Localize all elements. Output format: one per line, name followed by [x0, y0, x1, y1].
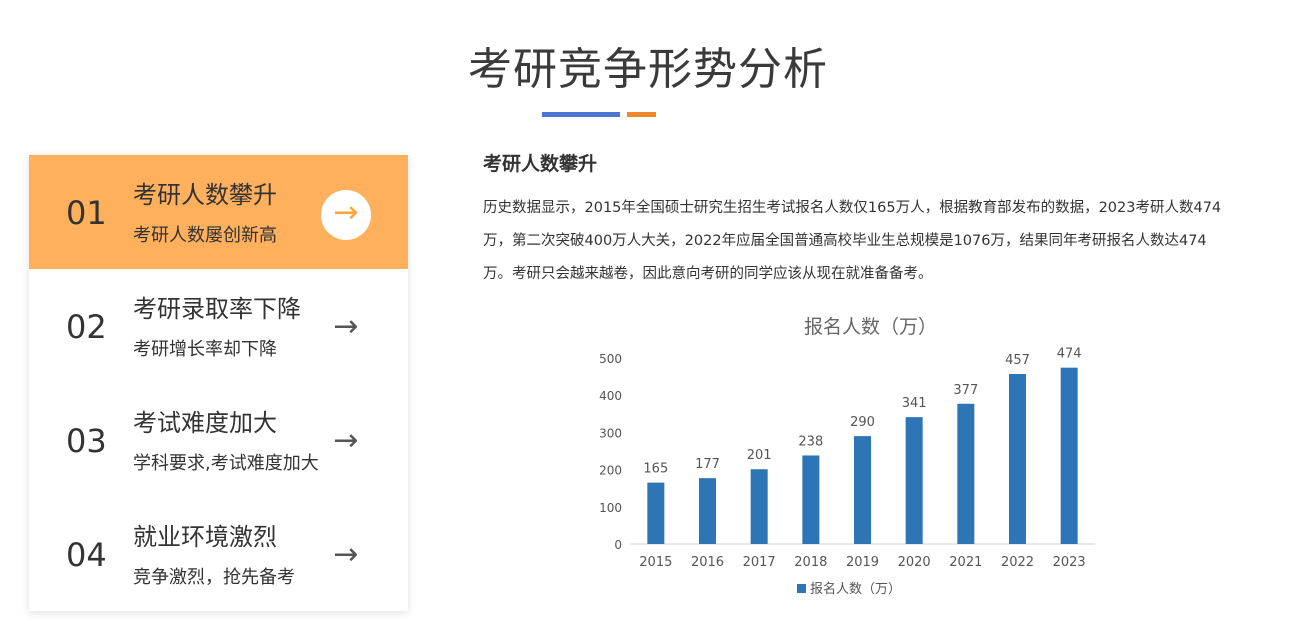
- y-tick-label: 0: [614, 538, 622, 552]
- title-underline-blue: [542, 112, 620, 117]
- menu-item-subtitle: 竞争激烈，抢先备考: [133, 567, 295, 588]
- menu-item-title: 考研录取率下降: [133, 295, 301, 323]
- x-tick-label: 2017: [743, 555, 776, 570]
- data-label: 457: [1005, 353, 1030, 368]
- data-label: 201: [747, 448, 772, 463]
- data-label: 377: [953, 383, 978, 398]
- bar: [905, 417, 923, 544]
- content-title: 考研人数攀升: [483, 153, 598, 175]
- x-tick-label: 2016: [691, 555, 724, 570]
- menu-item-01[interactable]: 01 考研人数攀升 考研人数屡创新高 →: [29, 155, 408, 269]
- data-label: 474: [1057, 347, 1082, 362]
- bar: [647, 482, 665, 544]
- bar: [802, 455, 820, 544]
- data-label: 165: [643, 462, 668, 477]
- bar: [699, 478, 716, 544]
- y-tick-label: 400: [599, 389, 622, 403]
- x-tick-label: 2020: [898, 555, 931, 570]
- chart-title: 报名人数（万）: [804, 316, 937, 338]
- bar: [1009, 373, 1026, 544]
- data-label: 341: [902, 396, 927, 411]
- data-label: 290: [850, 415, 875, 430]
- bar: [854, 436, 871, 544]
- legend-swatch: [797, 584, 806, 593]
- legend-label: 报名人数（万）: [810, 581, 901, 597]
- title-underline-orange: [627, 112, 656, 117]
- content-text: 历史数据显示，2015年全国硕士研究生招生考试报名人数仅165万人，根据教育部发…: [483, 200, 1222, 282]
- x-tick-label: 2023: [1053, 555, 1086, 570]
- menu-item-03[interactable]: 03 考试难度加大 学科要求,考试难度加大 →: [29, 383, 408, 497]
- x-tick-label: 2015: [639, 555, 672, 570]
- menu-item-subtitle: 学科要求,考试难度加大: [133, 453, 319, 474]
- x-tick-label: 2021: [949, 555, 982, 570]
- arrow-right-icon[interactable]: →: [333, 309, 359, 344]
- data-label: 238: [798, 434, 823, 449]
- menu-item-title: 考研人数攀升: [133, 181, 277, 209]
- y-tick-label: 200: [599, 464, 622, 478]
- menu-item-subtitle: 考研增长率却下降: [133, 339, 277, 360]
- bar: [957, 403, 975, 544]
- menu-item-number: 02: [66, 308, 107, 346]
- arrow-right-icon[interactable]: →: [333, 537, 359, 572]
- x-tick-label: 2018: [794, 555, 827, 570]
- menu-item-title: 就业环境激烈: [133, 523, 277, 551]
- bar-chart: 报名人数（万） 0 100 200 300 400 500 165 2015 177 2016 201…: [560, 305, 1120, 615]
- bar: [1060, 367, 1078, 544]
- data-label: 177: [695, 457, 720, 472]
- page-title: 考研竞争形势分析: [468, 44, 828, 95]
- menu-item-subtitle: 考研人数屡创新高: [133, 225, 277, 246]
- bar: [750, 469, 768, 544]
- y-tick-label: 100: [599, 501, 622, 515]
- x-tick-label: 2019: [846, 555, 879, 570]
- menu-item-04[interactable]: 04 就业环境激烈 竞争激烈，抢先备考 →: [29, 497, 408, 611]
- menu-item-02[interactable]: 02 考研录取率下降 考研增长率却下降 →: [29, 269, 408, 383]
- topic-menu: 01 考研人数攀升 考研人数屡创新高 → 02 考研录取率下降 考研增长率却下降…: [29, 155, 408, 611]
- arrow-right-icon[interactable]: →: [333, 423, 359, 458]
- menu-item-number: 04: [66, 536, 107, 574]
- arrow-right-icon[interactable]: →: [321, 190, 371, 240]
- menu-item-number: 03: [66, 422, 107, 460]
- bar-chart-svg: 报名人数（万） 0 100 200 300 400 500 165 2015 177 2016 201…: [599, 316, 1095, 597]
- menu-item-number: 01: [66, 194, 107, 232]
- x-tick-label: 2022: [1001, 555, 1034, 570]
- y-tick-label: 300: [599, 426, 622, 440]
- menu-item-title: 考试难度加大: [133, 409, 277, 437]
- y-tick-label: 500: [599, 352, 622, 366]
